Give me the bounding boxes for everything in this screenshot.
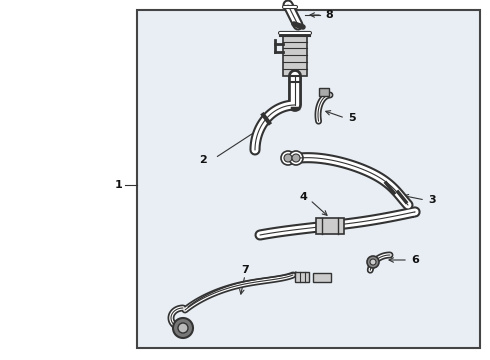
Text: 5: 5: [348, 113, 356, 123]
Bar: [295, 272, 309, 282]
Text: 7: 7: [241, 265, 249, 275]
Text: 6: 6: [411, 255, 419, 265]
Circle shape: [292, 154, 300, 162]
Circle shape: [284, 154, 292, 162]
Bar: [316, 218, 344, 234]
Bar: [319, 88, 329, 96]
Bar: [283, 36, 307, 76]
Circle shape: [281, 151, 295, 165]
Circle shape: [370, 259, 376, 265]
Text: 4: 4: [299, 192, 307, 202]
Circle shape: [367, 256, 379, 268]
Circle shape: [178, 323, 188, 333]
Text: 8: 8: [325, 10, 333, 20]
Bar: [313, 273, 331, 282]
Text: 2: 2: [199, 155, 207, 165]
Bar: [137, 10, 480, 348]
Text: 1: 1: [114, 180, 122, 190]
Text: 3: 3: [428, 195, 436, 205]
Circle shape: [289, 151, 303, 165]
Circle shape: [173, 318, 193, 338]
